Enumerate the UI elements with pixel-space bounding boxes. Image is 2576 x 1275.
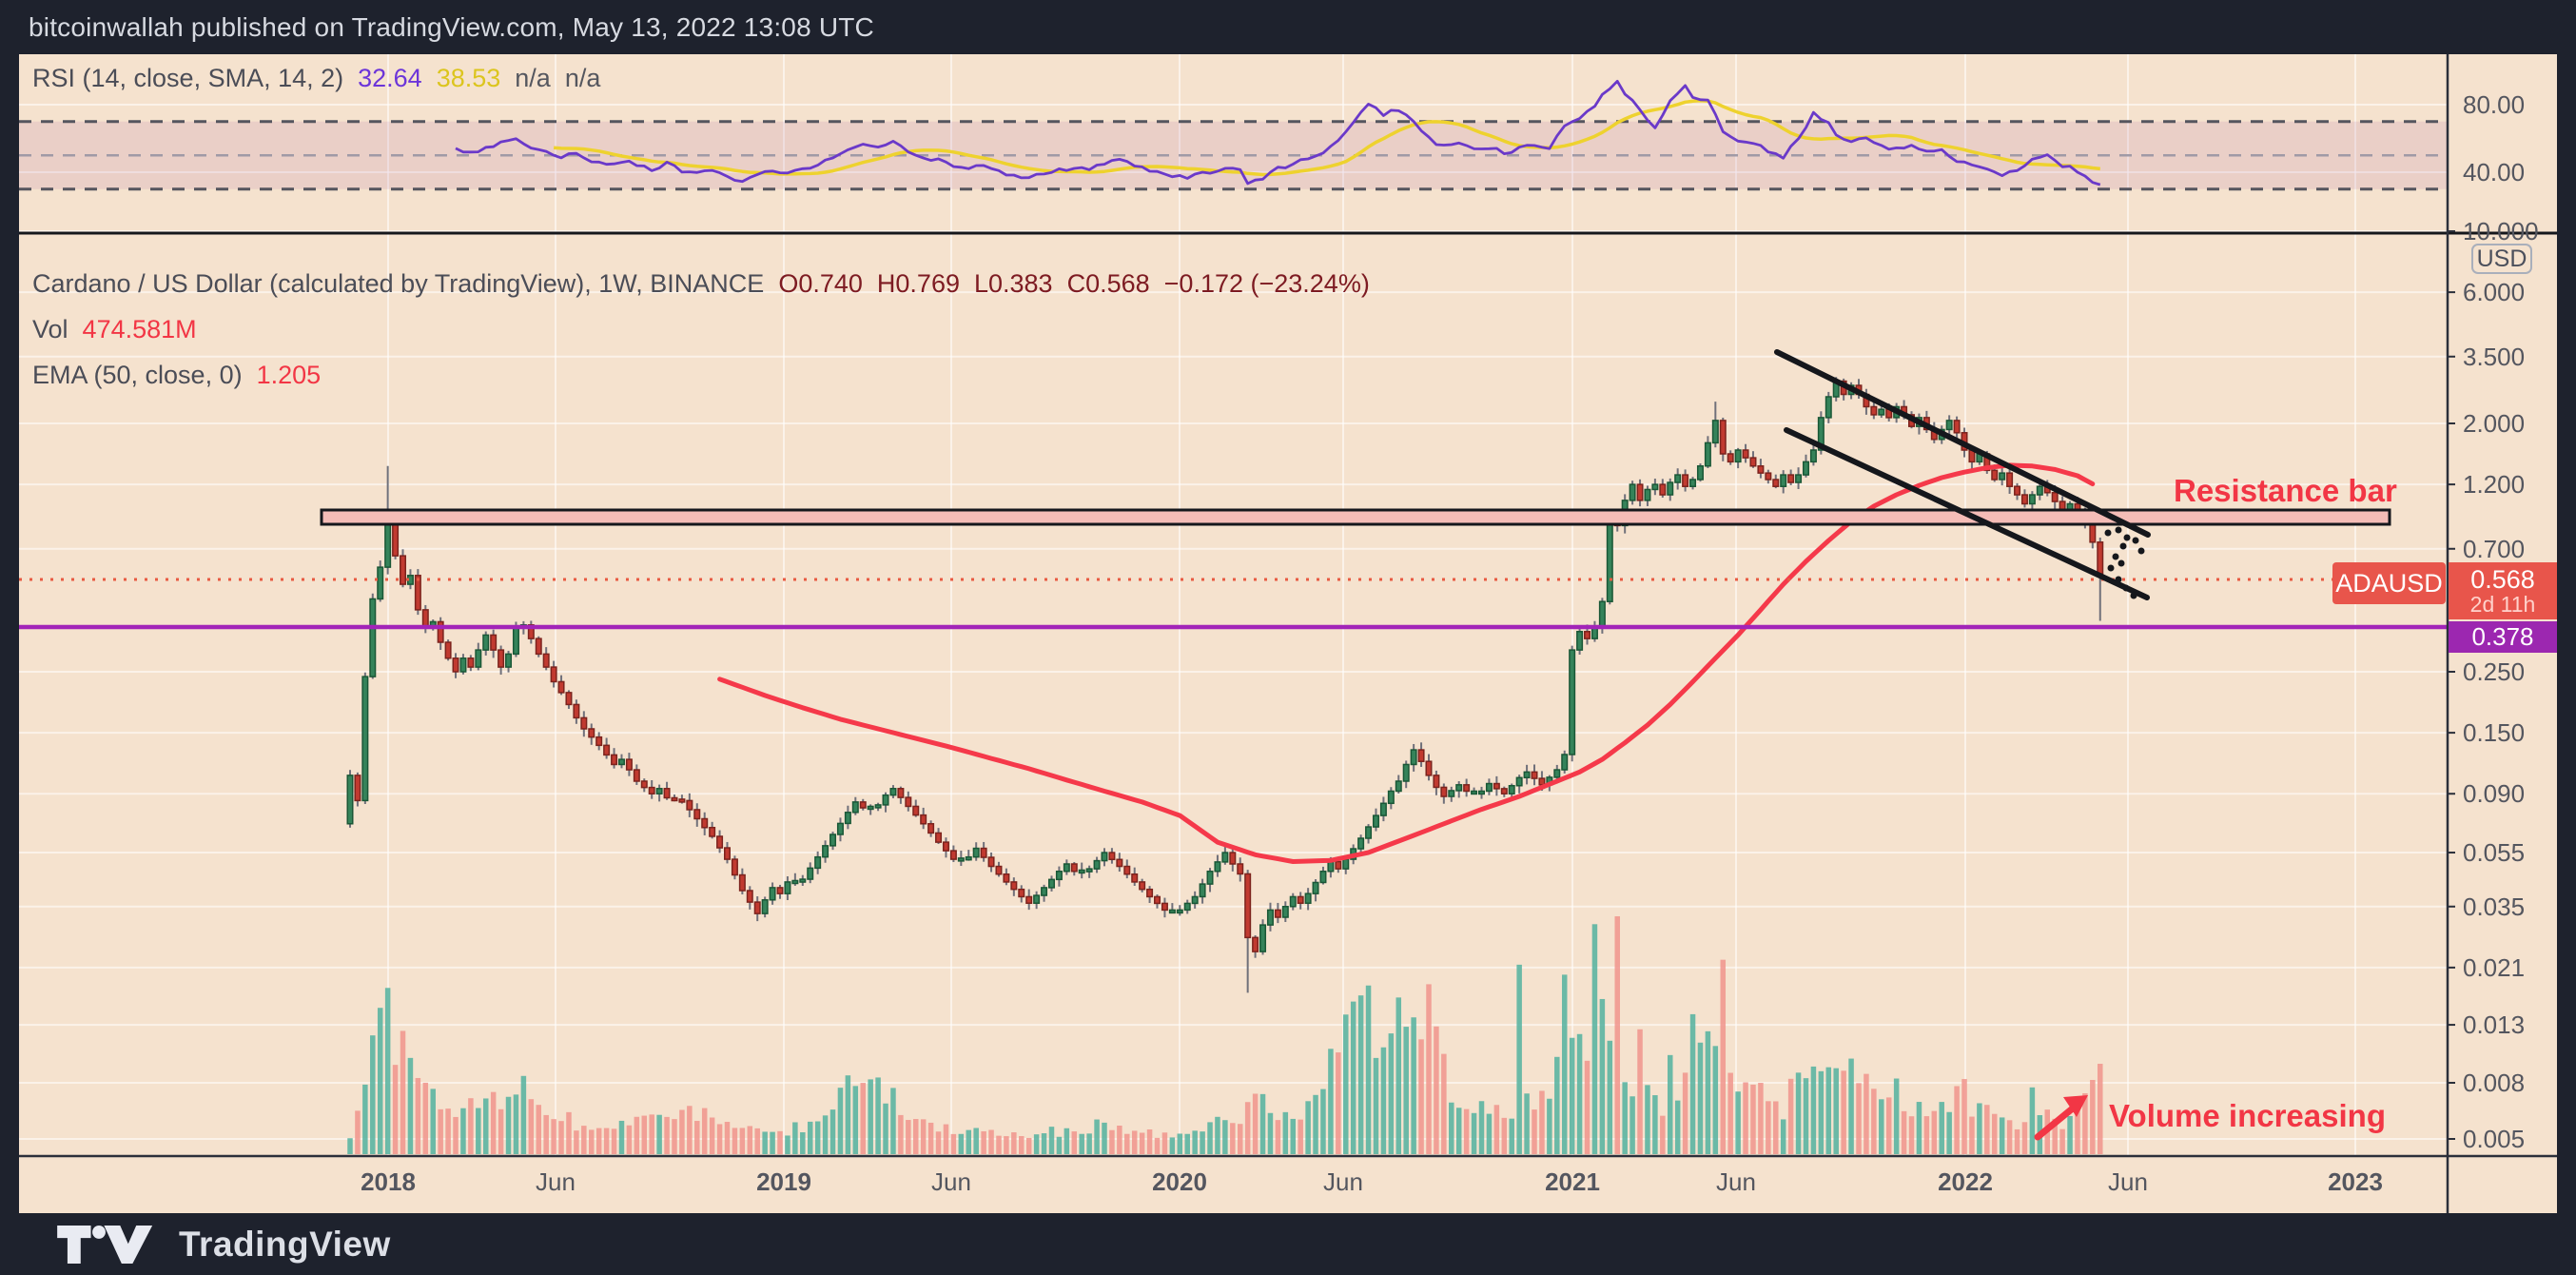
time-scale-label: 2019: [756, 1167, 811, 1196]
time-scale-label: 2023: [2328, 1167, 2383, 1196]
tradingview-logo-icon: [57, 1225, 153, 1264]
drawing-overlays: [19, 349, 2448, 1141]
ohlc-open: O0.740: [778, 269, 863, 298]
time-scale-label: Jun: [536, 1167, 576, 1196]
rsi-sma-value: 38.53: [436, 64, 501, 92]
chart-plot[interactable]: [19, 54, 2557, 1213]
last-price-value: 0.568: [2470, 564, 2535, 594]
symbol-legend[interactable]: Cardano / US Dollar (calculated by Tradi…: [32, 269, 1370, 299]
rsi-value: 32.64: [358, 64, 422, 92]
ohlc-change: −0.172 (−23.24%): [1163, 269, 1370, 298]
alert-price-badge: 0.378: [2449, 621, 2557, 653]
price-scale-label: 0.008: [2463, 1069, 2526, 1097]
rsi-band-value-2: n/a: [564, 64, 601, 92]
volume-legend-label: Vol: [32, 315, 68, 343]
price-scale-label: 0.250: [2463, 657, 2526, 686]
price-scale-label: 6.000: [2463, 278, 2526, 307]
price-scale-label: 2.000: [2463, 409, 2526, 438]
time-scale-label: 2021: [1545, 1167, 1600, 1196]
chart-area: RSI (14, close, SMA, 14, 2) 32.64 38.53 …: [19, 54, 2557, 1213]
last-price-badge: 0.568 2d 11h: [2449, 562, 2557, 619]
price-scale-label: 3.500: [2463, 342, 2526, 371]
rsi-indicator: [455, 79, 2101, 186]
volume-legend[interactable]: Vol 474.581M: [32, 315, 197, 344]
time-scale-label: Jun: [2108, 1167, 2148, 1196]
rsi-band: [19, 120, 2448, 191]
grid-lines: [19, 54, 2448, 1156]
ema-legend-label: EMA (50, close, 0): [32, 361, 243, 389]
resistance-bar-annotation: Resistance bar: [2174, 473, 2397, 508]
volume-bars: [347, 916, 2103, 1154]
trendline-lower: [1784, 427, 2150, 600]
rsi-scale-label: 80.00: [2463, 90, 2526, 119]
price-scale-label: 0.150: [2463, 718, 2526, 748]
symbol-title: Cardano / US Dollar (calculated by Tradi…: [32, 269, 765, 298]
ohlc-high: H0.769: [876, 269, 960, 298]
time-scale-label: Jun: [1323, 1167, 1363, 1196]
candlesticks: [346, 377, 2104, 993]
time-scale-label: Jun: [1716, 1167, 1756, 1196]
bar-countdown: 2d 11h: [2469, 592, 2536, 618]
rsi-band-value-1: n/a: [515, 64, 551, 92]
time-scale-label: 2020: [1152, 1167, 1207, 1196]
price-scale-label: 1.200: [2463, 470, 2526, 500]
ohlc-low: L0.383: [973, 269, 1053, 298]
volume-increasing-annotation: Volume increasing: [2109, 1098, 2386, 1133]
symbol-price-label: ADAUSD: [2332, 562, 2446, 604]
axis-frame: [19, 54, 2557, 1213]
price-scale-label: 0.700: [2463, 534, 2526, 563]
footer-bar: TradingView: [0, 1213, 2576, 1275]
footer-brand-text: TradingView: [179, 1224, 391, 1264]
currency-badge[interactable]: USD: [2471, 244, 2532, 274]
header-bar: bitcoinwallah published on TradingView.c…: [0, 0, 2576, 54]
rsi-legend-title: RSI (14, close, SMA, 14, 2): [32, 64, 344, 92]
price-scale-label: 10.000: [2463, 217, 2539, 245]
price-scale-label: 0.055: [2463, 838, 2526, 868]
price-scale-label: 0.035: [2463, 892, 2526, 921]
resistance-box[interactable]: [320, 508, 2391, 526]
rsi-scale-label: 40.00: [2463, 158, 2526, 186]
trendline-upper: [1774, 349, 2151, 538]
price-scale-label: 0.090: [2463, 779, 2526, 809]
ema-legend[interactable]: EMA (50, close, 0) 1.205: [32, 361, 321, 390]
ohlc-close: C0.568: [1066, 269, 1150, 298]
time-scale-label: 2018: [361, 1167, 416, 1196]
publish-attribution: bitcoinwallah published on TradingView.c…: [29, 11, 874, 42]
price-scale-label: 0.013: [2463, 1010, 2526, 1040]
price-scale-label: 0.021: [2463, 952, 2526, 982]
rsi-legend[interactable]: RSI (14, close, SMA, 14, 2) 32.64 38.53 …: [32, 64, 600, 93]
volume-value: 474.581M: [82, 315, 197, 343]
time-scale-label: 2022: [1938, 1167, 1993, 1196]
time-scale-label: Jun: [931, 1167, 971, 1196]
ema-value: 1.205: [256, 361, 322, 389]
price-scale-label: 0.005: [2463, 1124, 2526, 1153]
